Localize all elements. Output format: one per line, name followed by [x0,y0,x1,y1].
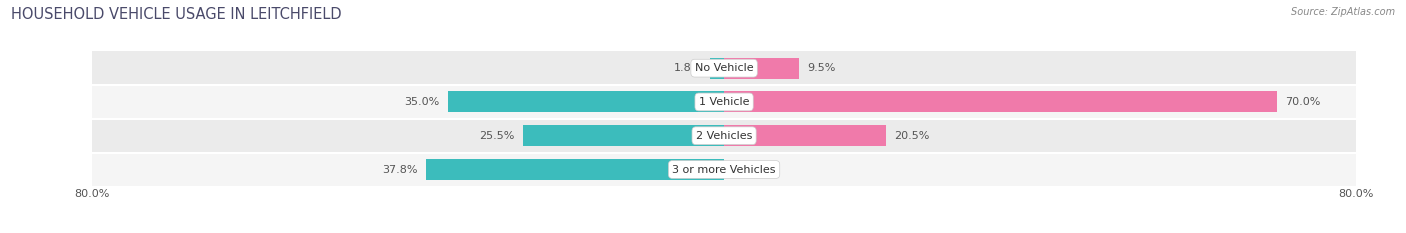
Text: 37.8%: 37.8% [382,164,418,175]
Bar [710,58,724,79]
Text: 1 Vehicle: 1 Vehicle [699,97,749,107]
Text: No Vehicle: No Vehicle [695,63,754,73]
Text: 0.0%: 0.0% [733,164,761,175]
Text: 70.0%: 70.0% [1285,97,1320,107]
Text: 3 or more Vehicles: 3 or more Vehicles [672,164,776,175]
Text: 9.5%: 9.5% [807,63,835,73]
Bar [93,119,1355,153]
Bar [93,85,1355,119]
Bar [724,92,1277,112]
Bar [724,58,799,79]
Text: Source: ZipAtlas.com: Source: ZipAtlas.com [1291,7,1395,17]
Bar [724,125,886,146]
Bar [93,51,1355,85]
Text: 2 Vehicles: 2 Vehicles [696,131,752,141]
Text: HOUSEHOLD VEHICLE USAGE IN LEITCHFIELD: HOUSEHOLD VEHICLE USAGE IN LEITCHFIELD [11,7,342,22]
Bar [426,159,724,180]
Bar [447,92,724,112]
Text: 1.8%: 1.8% [673,63,702,73]
Text: 20.5%: 20.5% [894,131,929,141]
Text: 35.0%: 35.0% [405,97,440,107]
Bar [523,125,724,146]
Bar [93,153,1355,186]
Legend: Owner-occupied, Renter-occupied: Owner-occupied, Renter-occupied [605,232,844,233]
Text: 25.5%: 25.5% [479,131,515,141]
